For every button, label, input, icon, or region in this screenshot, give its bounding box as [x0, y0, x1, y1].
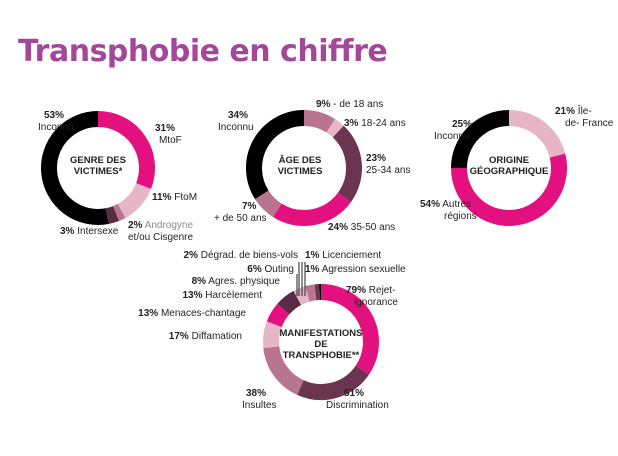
label-manif-outing: 6% Outing [247, 264, 294, 275]
chart-title-genre: GENRE DES VICTIMES* [70, 155, 126, 177]
leader-lines [296, 262, 306, 296]
label-origine-inconnu: 25% Inconnu [434, 119, 473, 142]
label-origine-idf: 21% Île- de- France [555, 106, 614, 129]
slice-diffamation [263, 321, 282, 348]
label-age-25-34: 23% 25-34 ans [366, 153, 411, 176]
slice-harc-lement [277, 290, 302, 315]
label-manif-licenciement: 1% Licenciement [305, 250, 382, 261]
label-manif-agres: 8% Agres. physique [191, 276, 280, 287]
label-manif-harcelement: 13% Harcèlement [182, 290, 263, 301]
label-genre-androgyne: 2% Androgyne et/ou Cisgenre [128, 220, 194, 243]
donut-genre [41, 111, 155, 225]
donut-age [246, 110, 362, 226]
label-age-moins18: 9% - de 18 ans [316, 99, 384, 110]
label-manif-diffamation: 17% Diffamation [168, 331, 242, 342]
label-genre-mtof: 31% MtoF [155, 123, 182, 146]
slice-discrimination [297, 365, 369, 400]
label-genre-intersexe: 3% Intersexe [60, 226, 119, 237]
label-manif-degrad: 2% Dégrad. de biens-vols [183, 250, 298, 261]
slice-35-50-ans [272, 192, 351, 226]
label-manif-menaces: 13% Menaces-chantage [138, 308, 246, 319]
slice-outing [305, 284, 317, 302]
label-manif-rejet: 79% Rejet- ignorance [346, 285, 398, 308]
slice-rejet-ignorance [320, 284, 379, 375]
slice--de-18-ans [303, 110, 336, 133]
label-manif-insultes: 38% Insultes [242, 388, 277, 411]
chart-title-manifestations: MANIFESTATIONS DE TRANSPHOBIE** [279, 328, 363, 361]
slice-ftom [117, 182, 151, 218]
slice-mtof [97, 111, 155, 189]
label-manif-agression-sexuelle: 1% Agression sexuelle [305, 264, 406, 275]
page-title: Transphobie en chiffre [18, 34, 388, 69]
label-age-plus50: 7% + de 50 ans [214, 201, 267, 224]
label-origine-autres: 54% Autres régions [420, 199, 477, 222]
slice-inconnu [246, 110, 305, 200]
slice-25-34-ans [332, 125, 362, 203]
chart-title-age: ÂGE DES VICTIMES [277, 155, 323, 177]
label-age-18-24: 3% 18-24 ans [344, 118, 406, 129]
donut-origine [451, 110, 567, 226]
slice-insultes [263, 345, 305, 395]
slice--de-50-ans [255, 190, 282, 217]
slice--le-de-france [508, 110, 566, 158]
slice-18-24-ans [326, 119, 344, 138]
slice-intersexe [105, 206, 119, 224]
slice-androgyne-et-ou-cisgenre [112, 203, 126, 221]
label-genre-inconnu: 53% Inconnu [38, 110, 74, 133]
label-age-inconnu: 34% Inconnu [218, 110, 254, 133]
label-genre-ftom: 11% FtoM [152, 192, 198, 203]
slice-menaces-chantage [266, 303, 290, 328]
donut-manifestations [263, 284, 379, 400]
chart-title-origine: ORIGINE GÉOGRAPHIQUE [469, 155, 549, 177]
slice-autres-r-gions [451, 153, 567, 226]
label-age-35-50: 24% 35-50 ans [328, 222, 396, 233]
slice-inconnu [451, 110, 510, 169]
label-manif-discrimination: 51% Discrimination [326, 388, 389, 411]
slice-inconnu [41, 111, 109, 225]
